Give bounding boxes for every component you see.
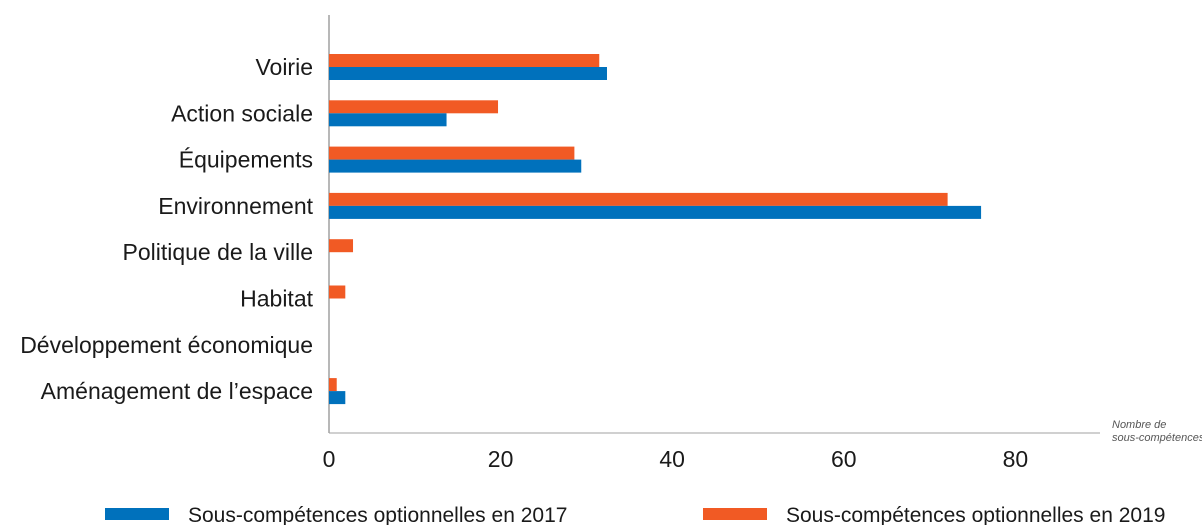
category-label: Environnement bbox=[158, 193, 313, 219]
bars-layer bbox=[329, 54, 982, 405]
x-tick-label: 60 bbox=[831, 446, 857, 472]
bar-series-2019 bbox=[329, 378, 337, 392]
x-tick-label: 20 bbox=[488, 446, 514, 472]
bar-series-2017 bbox=[329, 67, 607, 80]
x-tick-label: 80 bbox=[1003, 446, 1029, 472]
bar-series-2019 bbox=[329, 54, 600, 67]
category-label: Équipements bbox=[179, 147, 313, 173]
x-unit-label-line-1: Nombre de bbox=[1112, 419, 1166, 431]
legend-item: Sous-compétences optionnelles en 2017 bbox=[105, 504, 567, 527]
category-label: Développement économique bbox=[20, 332, 313, 358]
bar-series-2019 bbox=[329, 146, 575, 160]
bar-series-2017 bbox=[329, 205, 982, 219]
legend: Sous-compétences optionnelles en 2017 Sou… bbox=[105, 504, 1165, 527]
legend-swatch bbox=[703, 508, 767, 520]
bar-series-2017 bbox=[329, 159, 582, 173]
legend-label: Sous-compétences optionnelles en 2017 bbox=[188, 504, 567, 525]
bar-series-2019 bbox=[329, 239, 354, 253]
legend-label: Sous-compétences optionnelles en 2019 bbox=[786, 504, 1165, 525]
bar-series-2019 bbox=[329, 100, 499, 114]
category-label: Aménagement de l’espace bbox=[41, 378, 313, 404]
legend-item: Sous-compétences optionnelles en 2019 bbox=[703, 504, 1165, 527]
category-label: Voirie bbox=[255, 54, 313, 80]
bar-series-2017 bbox=[329, 391, 346, 405]
legend-swatch bbox=[105, 508, 169, 520]
x-unit-label: Nombre de sous-compétences bbox=[1112, 419, 1202, 444]
x-tick-labels: 0 20 40 60 80 bbox=[323, 446, 1029, 472]
category-label: Habitat bbox=[240, 286, 313, 312]
x-tick-label: 0 bbox=[323, 446, 336, 472]
category-label: Politique de la ville bbox=[122, 239, 313, 265]
x-tick-label: 40 bbox=[659, 446, 685, 472]
category-label: Action sociale bbox=[171, 100, 313, 126]
x-unit-label-line-2: sous-compétences bbox=[1112, 432, 1202, 444]
bar-series-2019 bbox=[329, 192, 948, 206]
category-labels: Voirie Action sociale Équipements Environne… bbox=[20, 54, 313, 404]
bar-series-2019 bbox=[329, 285, 346, 299]
bar-series-2017 bbox=[329, 113, 447, 127]
